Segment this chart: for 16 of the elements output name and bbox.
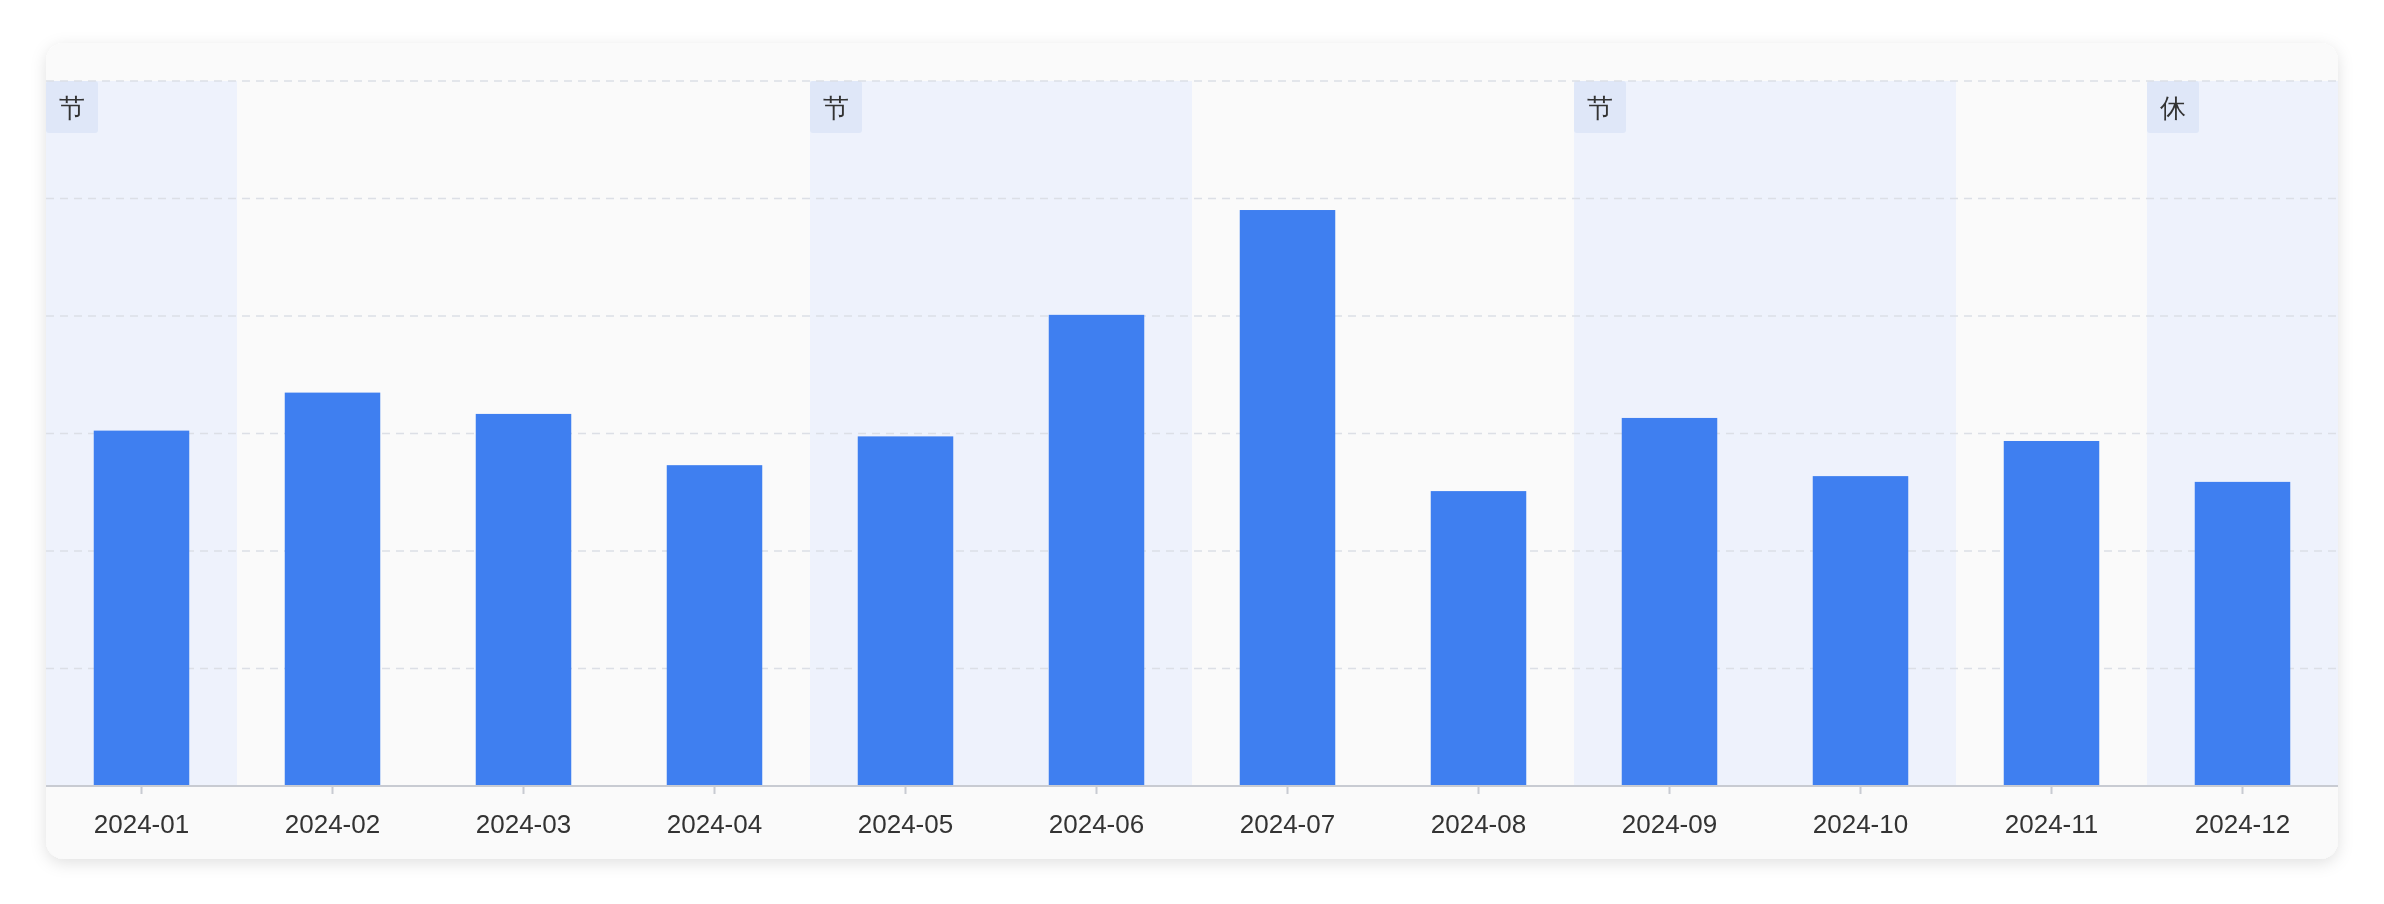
- x-tick-label: 2024-06: [1048, 809, 1145, 839]
- x-tick-label: 2024-07: [1239, 809, 1336, 839]
- band-label: 节: [59, 93, 85, 123]
- band-label: 休: [2160, 93, 2186, 123]
- x-tick-label: 2024-01: [93, 809, 190, 839]
- x-tick-label: 2024-05: [857, 809, 954, 839]
- x-tick-label: 2024-12: [2194, 809, 2291, 839]
- x-tick-label: 2024-03: [475, 809, 572, 839]
- band-label: 节: [823, 93, 849, 123]
- band-label: 节: [1587, 93, 1613, 123]
- x-tick-label: 2024-09: [1621, 809, 1718, 839]
- x-tick-label: 2024-11: [2004, 809, 2099, 839]
- x-tick-label: 2024-04: [666, 809, 763, 839]
- x-tick-label: 2024-08: [1430, 809, 1527, 839]
- x-tick-label: 2024-02: [284, 809, 381, 839]
- x-tick-label: 2024-10: [1812, 809, 1909, 839]
